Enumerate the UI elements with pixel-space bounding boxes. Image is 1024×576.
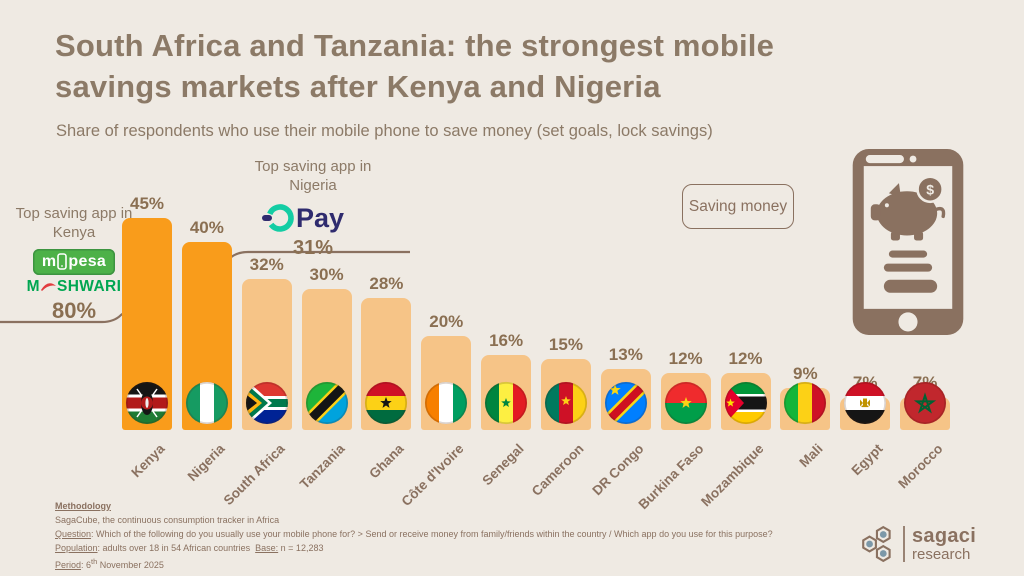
nigeria-annotation: Top saving app in Nigeria Pay 31% [243,158,383,260]
nigeria-annotation-title: Top saving app in Nigeria [254,158,372,194]
kenya-flag-icon [125,381,169,425]
page-title: South Africa and Tanzania: the strongest… [55,26,895,108]
mpesa-logo: m pesa [32,248,116,275]
methodology-section: Methodology SagaCube, the continuous con… [55,500,773,573]
bar-value-label-dr-congo: 13% [608,344,643,364]
methodology-title: Methodology [55,501,111,511]
kenya-annotation-title: Top saving app in Kenya [15,205,133,241]
chart-subtitle: Share of respondents who use their mobil… [56,122,713,140]
bar-value-label-mozambique: 12% [728,349,763,369]
methodology-line-tracker: SagaCube, the continuous consumption tra… [55,514,280,525]
mozambique-flag-icon [724,381,768,425]
bar-value-label-senegal: 16% [489,330,524,350]
egypt-flag-icon [843,381,887,425]
bar-value-label-c-te-d-ivoire: 20% [429,311,464,331]
senegal-flag-icon [484,381,528,425]
kenya-app-value: 80% [51,297,97,323]
mpesa-phone-icon [57,253,68,270]
south-africa-flag-icon [245,381,289,425]
ghana-flag-icon [364,381,408,425]
morocco-flag-icon [903,381,947,425]
title-line-1: South Africa and Tanzania: the strongest… [55,28,775,63]
svg-text:$: $ [926,182,934,198]
bar-value-label-cameroon: 15% [548,335,583,355]
kenya-annotation: Top saving app in Kenya m pesa M SHWARI … [4,205,144,324]
c-te-d-ivoire-flag-icon [424,381,468,425]
methodology-line-question: Question: Which of the following do you … [55,528,773,539]
mshwari-text-right: SHWARI [56,277,122,295]
dr-congo-flag-icon [604,381,648,425]
methodology-line-population: Population: adults over 18 in 54 African… [55,542,324,553]
burkina-faso-flag-icon [664,381,708,425]
logo-divider [903,526,905,562]
bar-value-label-burkina-faso: 12% [668,349,703,369]
cameroon-flag-icon [544,381,588,425]
bar-value-label-tanzania: 30% [309,264,344,284]
methodology-line-period: Period: 6th November 2025 [55,556,164,570]
sagaci-research-logo: sagaci research [860,525,976,563]
logo-text-research: research [912,546,971,563]
mali-flag-icon [783,381,827,425]
logo-text-sagaci: sagaci [912,525,977,547]
svg-text:Pay: Pay [296,203,344,233]
bar-value-label-ghana: 28% [369,274,404,294]
nigeria-flag-icon [185,381,229,425]
nigeria-app-value: 31% [292,236,334,259]
bar-value-label-kenya: 45% [129,194,165,214]
bar-value-label-nigeria: 40% [189,217,224,237]
mobile-savings-piggy-bank-icon: $ [852,149,964,335]
bar-value-label-south-africa: 32% [249,255,284,275]
opay-logo-icon: Pay [262,203,344,233]
mpesa-text-left: m [41,252,57,270]
mpesa-text-right: pesa [68,252,107,270]
bar-value-label-mali: 9% [793,363,818,383]
mshwari-swoosh-icon [40,282,56,291]
mshwari-text-left: M [26,277,40,295]
title-line-2: savings markets after Kenya and Nigeria [55,68,661,104]
mshwari-logo: M SHWARI [4,278,144,296]
sagaci-hexagons-icon [862,525,891,563]
tanzania-flag-icon [305,381,349,425]
opay-logo: Pay [243,198,383,236]
saving-money-badge: Saving money [682,184,794,229]
